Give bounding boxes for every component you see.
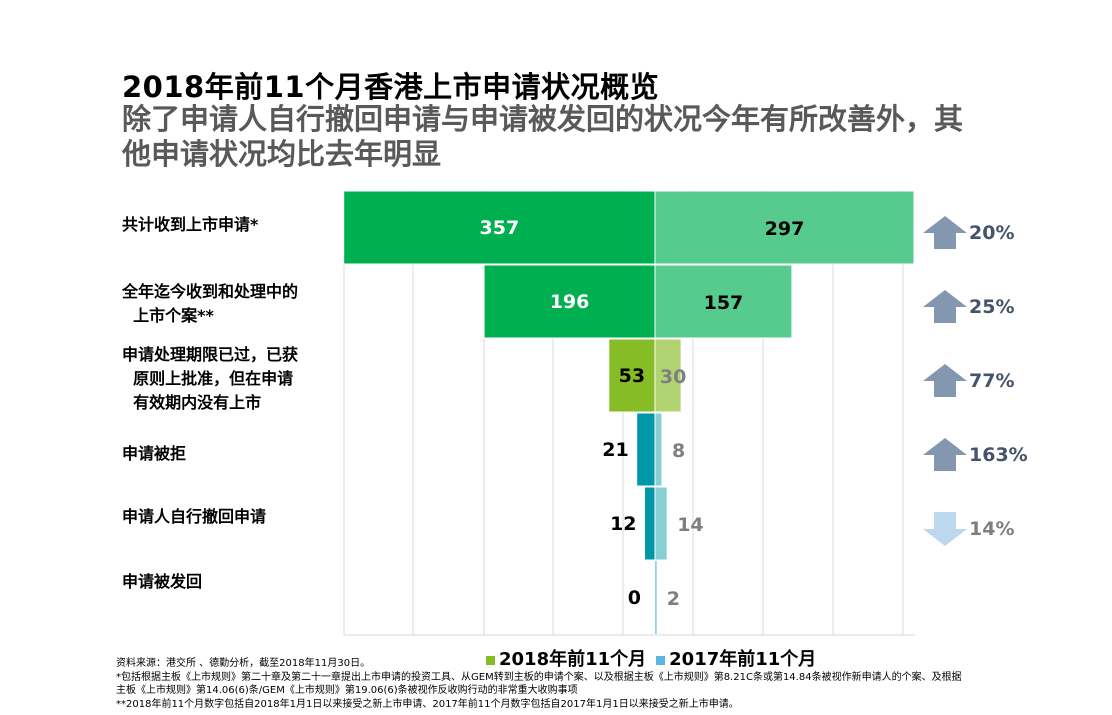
data-label-2017: 2 bbox=[667, 588, 680, 610]
legend-label-2018: 2018年前11个月 bbox=[499, 649, 647, 670]
arrow-up-icon bbox=[923, 364, 967, 397]
data-label-2017: 297 bbox=[765, 218, 805, 240]
bar-2017 bbox=[654, 338, 682, 413]
category-label: 申请被发回 bbox=[122, 572, 203, 591]
arrow-up-icon bbox=[923, 438, 967, 471]
change-percent: 14% bbox=[969, 518, 1014, 540]
page-subtitle: 除了申请人自行撤回申请与申请被发回的状况今年有所改善外，其他申请状况均比去年明显 bbox=[122, 102, 964, 171]
bar-2018 bbox=[483, 264, 656, 339]
footnote-2: **2018年前11个月数字包括自2018年1月1日以来接受之新上市申请、201… bbox=[116, 698, 739, 710]
data-label-2017: 30 bbox=[660, 366, 686, 388]
category-label: 共计收到上市申请* bbox=[122, 215, 259, 234]
data-label-2018: 21 bbox=[602, 439, 628, 461]
bar-2017 bbox=[654, 486, 668, 561]
category-label: 全年迄今收到和处理中的 上市个案** bbox=[122, 282, 299, 325]
data-label-2018: 53 bbox=[619, 365, 645, 387]
change-percent: 25% bbox=[969, 296, 1014, 318]
legend: 2018年前11个月 2017年前11个月 bbox=[486, 645, 816, 671]
change-percent: 163% bbox=[969, 444, 1028, 466]
arrow-up-icon bbox=[923, 216, 967, 249]
data-label-2018: 12 bbox=[610, 513, 636, 535]
page-title: 2018年前11个月香港上市申请状况概览 bbox=[122, 70, 660, 104]
bar-2017 bbox=[654, 412, 663, 487]
category-label: 申请被拒 bbox=[122, 444, 187, 463]
data-label-2017: 14 bbox=[677, 514, 703, 536]
data-label-2017: 157 bbox=[704, 292, 744, 314]
category-label: 申请人自行撤回申请 bbox=[122, 507, 267, 526]
legend-swatch-2017 bbox=[656, 656, 666, 665]
footnote-1: *包括根据主板《上市规则》第二十章及第二十一章提出上市申请的投资工具、从GEM转… bbox=[116, 671, 962, 697]
bar-2018 bbox=[343, 190, 656, 265]
source-note: 资料来源：港交所 、德勤分析，截至2018年11月30日。 bbox=[116, 658, 371, 669]
footnotes: 资料来源：港交所 、德勤分析，截至2018年11月30日。 *包括根据主板《上市… bbox=[116, 657, 966, 711]
change-percent: 20% bbox=[969, 222, 1014, 244]
legend-item-2017: 2017年前11个月 bbox=[656, 645, 816, 671]
data-label-2017: 8 bbox=[672, 440, 685, 462]
bar-2017 bbox=[654, 190, 915, 265]
bar-2017 bbox=[655, 561, 657, 634]
bar-2018 bbox=[644, 486, 656, 561]
arrow-down-icon bbox=[923, 512, 967, 546]
legend-item-2018: 2018年前11个月 bbox=[486, 645, 646, 671]
data-label-2018: 0 bbox=[628, 587, 641, 609]
legend-label-2017: 2017年前11个月 bbox=[669, 649, 817, 670]
change-percent: 77% bbox=[969, 370, 1014, 392]
legend-swatch-2018 bbox=[486, 656, 495, 665]
arrow-up-icon bbox=[923, 290, 967, 323]
data-label-2018: 196 bbox=[550, 291, 590, 313]
bar-2018 bbox=[608, 338, 656, 413]
bar-2017 bbox=[654, 264, 793, 339]
category-label: 申请处理期限已过，已获 原则上批准，但在申请 有效期内没有上市 bbox=[122, 345, 299, 412]
bar-2018 bbox=[636, 412, 656, 487]
data-label-2018: 357 bbox=[480, 217, 520, 239]
